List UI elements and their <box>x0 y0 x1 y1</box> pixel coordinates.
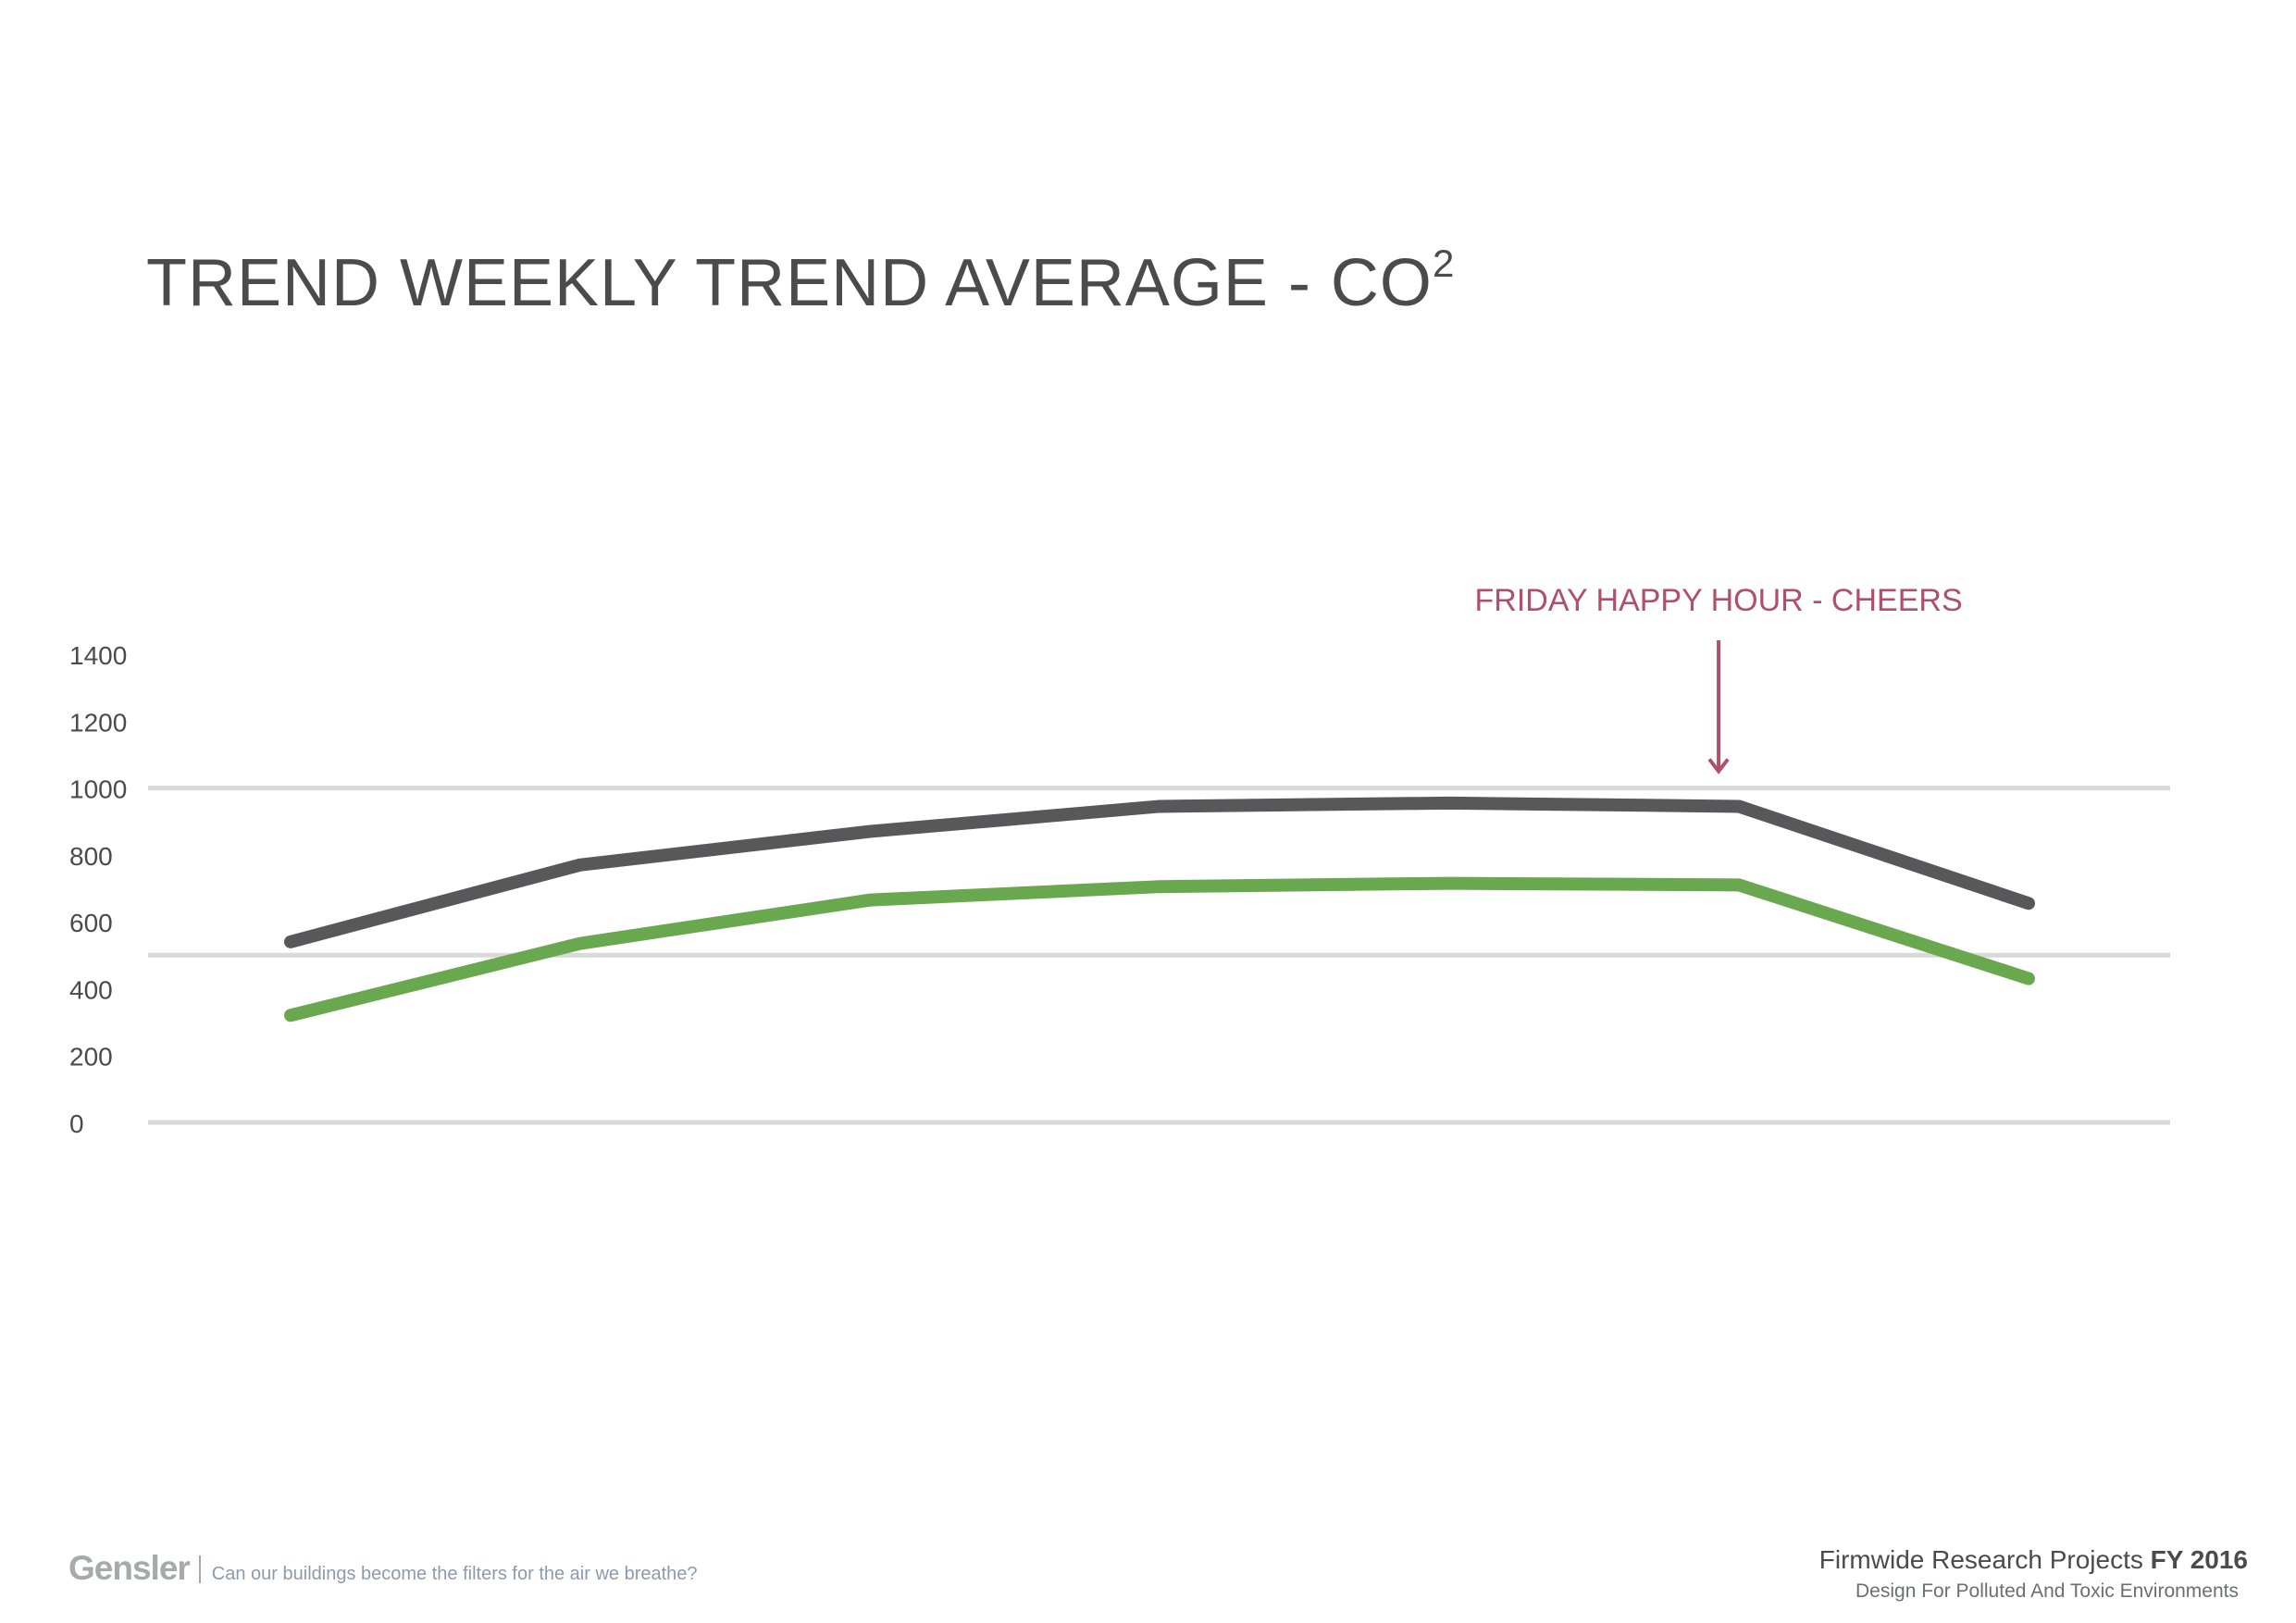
y-tick-label: 400 <box>69 975 113 1004</box>
annotation-label: FRIDAY HAPPY HOUR - CHEERS <box>1475 583 1963 618</box>
y-tick-label: 0 <box>69 1109 84 1138</box>
gensler-logo: Gensler <box>68 1549 191 1587</box>
footer-divider <box>198 1555 201 1583</box>
footer-brand: Gensler Can our buildings become the fil… <box>68 1549 698 1588</box>
footer-tagline: Can our buildings become the filters for… <box>211 1564 698 1584</box>
y-axis-tick-labels: 1400 1200 1000 800 600 400 200 0 <box>69 641 127 1138</box>
project-year: FY 2016 <box>2150 1545 2248 1574</box>
y-tick-label: 1200 <box>69 708 127 737</box>
chart-title-superscript: 2 <box>1432 242 1456 285</box>
series-line-1 <box>284 796 2035 948</box>
chart-title-text: TREND WEEKLY TREND AVERAGE - CO <box>146 246 1433 320</box>
y-tick-label: 1400 <box>69 641 127 670</box>
series-line-2 <box>284 876 2035 1022</box>
reference-lines <box>148 786 2170 1125</box>
annotation: FRIDAY HAPPY HOUR - CHEERS <box>1475 583 1963 774</box>
project-line: Firmwide Research Projects FY 2016 <box>1819 1545 2248 1575</box>
y-tick-label: 600 <box>69 909 113 937</box>
y-tick-label: 800 <box>69 842 113 871</box>
y-tick-label: 1000 <box>69 775 127 804</box>
y-tick-label: 200 <box>69 1043 113 1072</box>
annotation-arrow-head <box>1707 758 1730 774</box>
series-lines <box>284 796 2035 1022</box>
project-prefix: Firmwide Research Projects <box>1818 1545 2151 1574</box>
footer-project-info: Firmwide Research Projects FY 2016 Desig… <box>1819 1545 2248 1603</box>
project-subtitle: Design For Polluted And Toxic Environmen… <box>1855 1580 2239 1602</box>
chart-title: TREND WEEKLY TREND AVERAGE - CO2 <box>146 242 1456 321</box>
